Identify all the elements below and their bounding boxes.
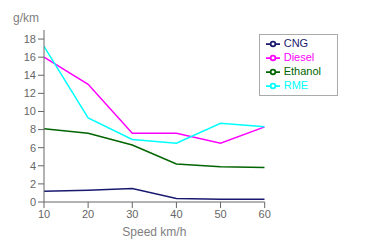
html-text:Ethanol: Ethanol [283, 65, 321, 78]
svg-text:16: 16 [24, 51, 36, 63]
svg-text:50: 50 [214, 208, 226, 220]
svg-text:30: 30 [126, 208, 138, 220]
svg-text:10: 10 [24, 105, 36, 117]
html-text:CNG: CNG [283, 37, 309, 49]
svg-text:2: 2 [30, 178, 36, 190]
svg-text:18: 18 [24, 33, 36, 45]
svg-text:14: 14 [24, 69, 36, 81]
svg-text:8: 8 [30, 123, 36, 135]
svg-text:20: 20 [82, 208, 94, 220]
svg-text:g/km: g/km [13, 11, 39, 25]
svg-text:Speed km/h: Speed km/h [122, 225, 186, 239]
svg-text:4: 4 [30, 160, 36, 172]
svg-text:0: 0 [30, 196, 36, 208]
svg-text:60: 60 [259, 208, 271, 220]
svg-text:10: 10 [38, 208, 50, 220]
svg-text:12: 12 [24, 87, 36, 99]
svg-text:40: 40 [170, 208, 182, 220]
html-text:Diesel: Diesel [283, 51, 315, 64]
svg-text:6: 6 [30, 142, 36, 154]
html-text:RME: RME [283, 79, 309, 92]
